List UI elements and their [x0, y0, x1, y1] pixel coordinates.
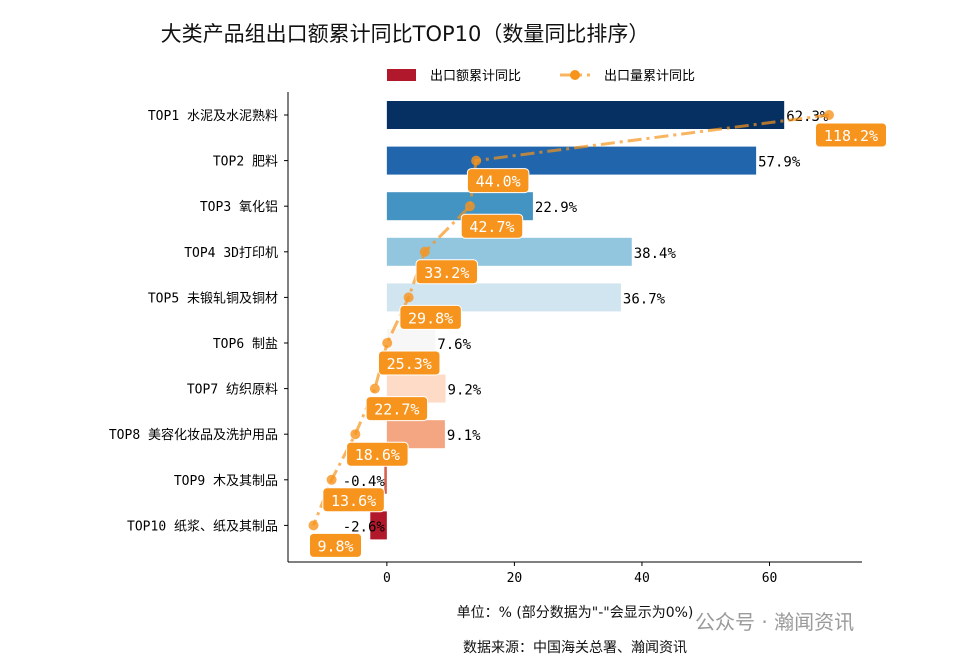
bar-data-label: 7.6%	[437, 337, 471, 353]
line-marker	[464, 201, 475, 212]
line-marker	[369, 383, 380, 394]
line-label-box	[814, 122, 887, 148]
line-marker	[471, 155, 482, 166]
line-label-box	[460, 213, 524, 239]
y-tick-label: TOP1 水泥及水泥熟料	[148, 108, 278, 124]
y-tick-label: TOP9 木及其制品	[174, 474, 278, 489]
line-label-box	[415, 259, 479, 285]
bar	[386, 101, 785, 129]
line-data-label: 22.7%	[374, 401, 419, 419]
line-marker	[823, 110, 834, 120]
x-tick-label: 20	[507, 571, 523, 586]
bar-data-label: -2.6%	[343, 519, 386, 535]
bar-data-label: 22.9%	[535, 200, 578, 216]
x-tick-label: 60	[762, 571, 778, 586]
line-data-label: 25.3%	[387, 355, 432, 373]
bar-data-label: 9.2%	[448, 383, 482, 399]
y-tick-label: TOP8 美容化妆品及洗护用品	[109, 427, 278, 443]
line-data-label: 33.2%	[424, 264, 469, 282]
line-marker	[403, 292, 414, 303]
bar-data-label: 57.9%	[758, 155, 801, 171]
x-tick-label: 40	[634, 571, 650, 586]
y-tick-label: TOP5 未锻轧铜及铜材	[148, 291, 278, 306]
line-data-label: 42.7%	[469, 218, 514, 236]
bar	[386, 146, 757, 175]
line-marker	[308, 520, 319, 531]
y-tick-label: TOP10 纸浆、纸及其制品	[127, 519, 278, 534]
x-axis-label: 单位：% (部分数据为"-"会显示为0%)	[456, 605, 694, 621]
line-data-label: 118.2%	[824, 127, 878, 145]
line-marker	[326, 474, 337, 485]
bar-data-label: 9.1%	[447, 428, 481, 444]
y-tick-label: TOP7 纺织原料	[187, 383, 278, 398]
line-data-label: 18.6%	[355, 446, 400, 464]
chart-title: 大类产品组出口额累计同比TOP10（数量同比排序）	[160, 22, 650, 46]
line-data-label: 44.0%	[476, 173, 521, 191]
line-marker	[419, 246, 430, 257]
line-label-box	[466, 168, 530, 194]
legend-bar-swatch	[387, 69, 416, 81]
source-note: 数据来源：中国海关总署、瀚闻资讯	[463, 640, 687, 656]
line-data-label: 13.6%	[331, 492, 376, 510]
bar	[370, 511, 387, 540]
line-label-box	[365, 396, 429, 422]
y-tick-label: TOP2 肥料	[213, 155, 278, 170]
watermark: 公众号 · 瀚闻资讯	[695, 610, 855, 634]
bar-data-label: 38.4%	[634, 246, 677, 262]
line-data-label: 29.8%	[408, 309, 453, 327]
legend-line-marker	[570, 70, 580, 80]
line-marker	[382, 338, 393, 348]
line-label-box	[309, 532, 363, 558]
bar-data-label: -0.4%	[343, 474, 386, 490]
line-label-box	[377, 350, 441, 376]
y-tick-label: TOP6 制盐	[213, 337, 278, 352]
line-marker	[350, 429, 361, 440]
x-tick-label: 0	[383, 571, 391, 586]
y-tick-label: TOP4 3D打印机	[184, 246, 278, 261]
line-label-box	[346, 441, 409, 467]
line-data-label: 9.8%	[317, 537, 353, 555]
line-label-box	[322, 487, 385, 513]
bar-data-label: 36.7%	[623, 291, 666, 307]
bar	[384, 465, 387, 494]
legend-line-label: 出口量累计同比	[604, 69, 695, 84]
line-label-box	[399, 304, 462, 330]
legend-bar-label: 出口额累计同比	[430, 69, 521, 84]
y-tick-label: TOP3 氧化铝	[200, 200, 278, 215]
